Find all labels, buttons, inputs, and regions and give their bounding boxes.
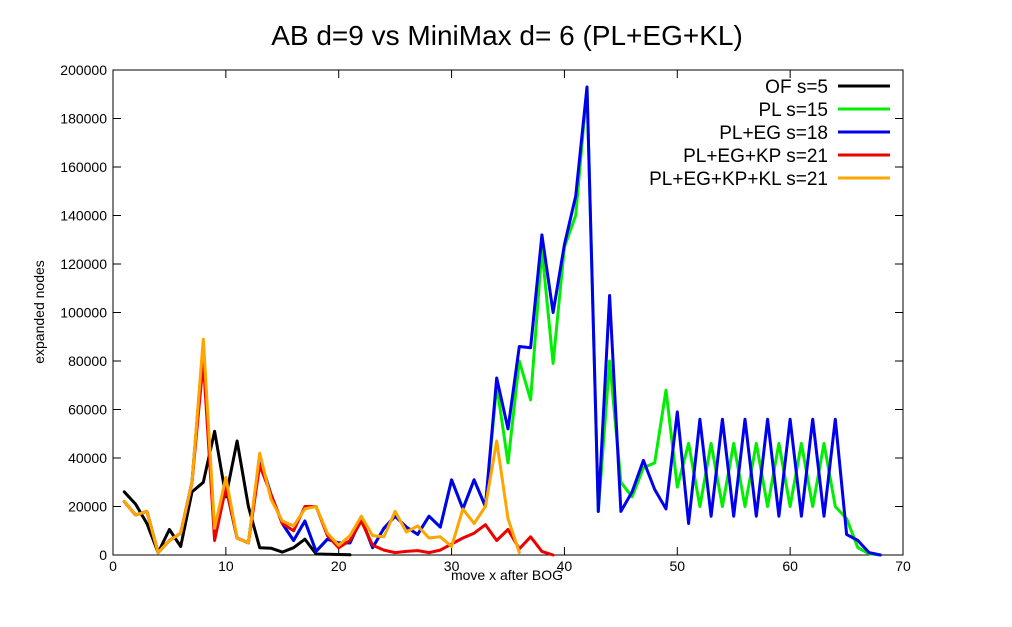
y-tick-label: 20000 [68,499,107,515]
legend-label: PL+EG+KP s=21 [683,146,828,167]
x-tick-label: 60 [782,558,798,574]
x-axis: 0 10 20 30 40 50 60 70 [109,70,911,574]
chart-title: AB d=9 vs MiniMax d= 6 (PL+EG+KL) [271,20,743,51]
y-tick-label: 180000 [60,111,107,127]
series-line-5 [122,337,521,555]
y-tick-label: 140000 [60,208,107,224]
legend-label: OF s=5 [765,77,828,98]
legend-label: PL+EG s=18 [719,123,828,144]
x-tick-label: 0 [109,558,117,574]
series-line-1 [122,429,352,557]
series-lines [122,85,882,557]
y-tick-label: 120000 [60,256,107,272]
y-axis-label: expanded nodes [31,260,47,364]
x-axis-label: move x after BOG [451,567,563,583]
x-tick-label: 70 [895,558,911,574]
y-axis: 0 20000 40000 60000 80000 100000 120000 140000 1… [60,62,903,563]
legend-label: PL+EG+KP+KL s=21 [649,169,828,190]
y-tick-label: 80000 [68,353,107,369]
y-tick-label: 100000 [60,305,107,321]
legend-label: PL s=15 [758,100,828,121]
x-tick-label: 30 [444,558,460,574]
y-tick-label: 60000 [68,402,107,418]
x-tick-label: 40 [557,558,573,574]
y-tick-label: 0 [99,547,107,563]
y-tick-label: 40000 [68,450,107,466]
y-tick-label: 160000 [60,159,107,175]
y-tick-label: 200000 [60,62,107,78]
x-tick-label: 20 [331,558,347,574]
x-tick-label: 50 [669,558,685,574]
x-tick-label: 10 [218,558,234,574]
